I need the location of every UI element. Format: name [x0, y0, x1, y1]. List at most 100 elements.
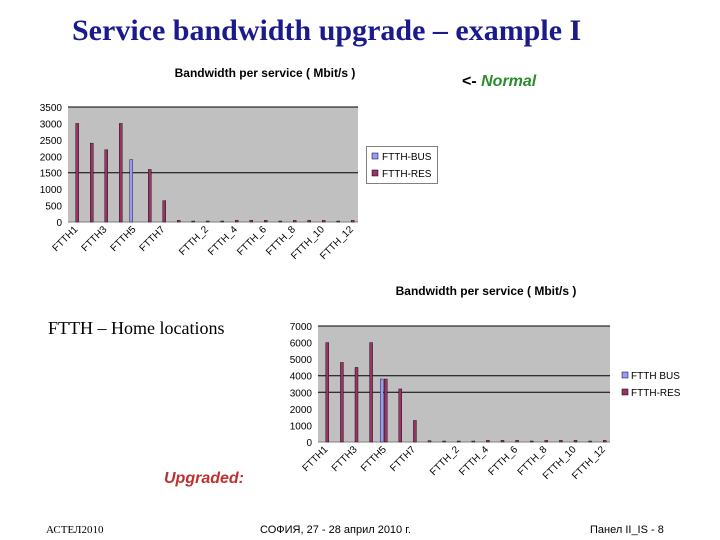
bar-ftth-res-0 [325, 342, 329, 443]
bar-ftth-res-2 [104, 149, 108, 223]
x-tick-label: FTTH5 [109, 224, 139, 254]
bar-ftth-res-18 [588, 440, 592, 443]
y-tick-label: 0 [56, 218, 62, 229]
bar-ftth-res-17 [322, 220, 326, 223]
chart-upgraded: Bandwidth per service ( Mbit/s ) 0 1000 20… [290, 284, 610, 482]
upgraded-label: Upgraded: [164, 470, 244, 487]
bar-ftth-res-4 [383, 378, 388, 443]
bar-ftth-res-12 [249, 220, 253, 223]
x-tick-label: FTTH_6 [487, 444, 521, 478]
plot-area [318, 326, 610, 442]
y-tick-label: 5000 [290, 355, 313, 366]
bar-ftth-res-19 [351, 220, 355, 223]
bar-ftth-bus-4 [129, 159, 133, 223]
y-tick-label: 3000 [290, 388, 313, 399]
legend-normal: FTTH-BUS FTTH-RES [366, 146, 438, 184]
bar-ftth-res-10 [471, 440, 476, 443]
normal-note: <- Normal [462, 73, 536, 91]
legend-swatch-res [371, 169, 379, 177]
legend-upgraded: FTTH BUS FTTH-RES [621, 371, 681, 399]
bar-ftth-res-11 [486, 440, 490, 443]
normal-arrow: <- [462, 73, 477, 90]
y-tick-label: 3500 [40, 103, 63, 114]
bar-ftth-res-12 [500, 440, 505, 443]
bar-ftth-res-16 [307, 220, 311, 223]
x-tick-label: FTTH_4 [457, 444, 491, 478]
legend-swatch-bus [621, 371, 629, 379]
bar-ftth-res-13 [264, 220, 268, 223]
slide-title: Service bandwidth upgrade – example I [72, 14, 582, 47]
legend-label-bus: FTTH BUS [631, 371, 680, 382]
x-tick-label: FTTH_6 [235, 224, 269, 258]
x-axis-ticks: FTTH1 FTTH3 FTTH5 FTTH7 FTTH_2FTTH_4FTTH_6FT… [51, 224, 357, 262]
bar-ftth-res-15 [544, 440, 548, 443]
bar-ftth-res-6 [413, 420, 417, 443]
y-tick-label: 7000 [290, 322, 313, 333]
y-tick-label: 6000 [290, 339, 313, 350]
footer-right: Панел II_IS - 8 [590, 524, 664, 536]
x-tick-label: FTTH5 [359, 444, 389, 474]
x-tick-label: FTTH7 [138, 224, 168, 254]
bar-ftth-res-0 [75, 123, 79, 223]
bar-ftth-res-7 [427, 440, 432, 443]
bar-ftth-res-18 [336, 220, 340, 223]
bar-ftth-res-16 [559, 440, 563, 443]
y-tick-label: 1000 [290, 421, 313, 432]
x-axis-ticks: FTTH1 FTTH3 FTTH5 FTTH7 FTTH_2FTTH_4FTTH_6FT… [301, 444, 608, 482]
bar-ftth-res-3 [119, 123, 123, 223]
bar-ftth-res-9 [206, 220, 210, 223]
bar-ftth-res-9 [456, 440, 461, 443]
y-tick-label: 2500 [40, 136, 63, 147]
bar-ftth-res-19 [603, 440, 607, 443]
bar-ftth-res-7 [177, 220, 181, 223]
x-tick-label: FTTH_2 [428, 444, 462, 478]
y-tick-label: 1000 [40, 185, 63, 196]
bar-ftth-res-3 [369, 342, 373, 443]
legend-label-bus: FTTH-BUS [382, 152, 432, 163]
legend-label-res: FTTH-RES [631, 388, 681, 399]
y-tick-label: 4000 [290, 372, 313, 383]
y-tick-label: 1500 [40, 169, 63, 180]
home-locations-label: FTTH – Home locations [48, 318, 225, 338]
bar-ftth-res-1 [90, 142, 94, 223]
bar-ftth-res-11 [235, 220, 239, 223]
y-tick-label: 2000 [290, 405, 313, 416]
bar-ftth-res-14 [529, 440, 534, 443]
bar-ftth-res-8 [191, 220, 195, 223]
chart-normal: Bandwidth per service ( Mbit/s ) 0 500 100… [40, 66, 358, 262]
chart-title: Bandwidth per service ( Mbit/s ) [175, 66, 356, 80]
bar-ftth-res-8 [442, 440, 446, 443]
legend-label-res: FTTH-RES [382, 169, 432, 180]
bar-ftth-res-1 [340, 362, 344, 443]
chart-title: Bandwidth per service ( Mbit/s ) [396, 284, 577, 298]
y-tick-label: 3000 [40, 119, 63, 130]
bar-ftth-res-15 [293, 220, 297, 223]
bar-ftth-res-13 [515, 440, 519, 443]
y-axis-ticks: 0 1000 2000 3000 4000 5000 6000 7000 [290, 322, 313, 449]
y-tick-label: 2000 [40, 152, 63, 163]
bar-ftth-bus-4 [379, 378, 384, 443]
x-tick-label: FTTH7 [388, 444, 418, 474]
x-tick-label: FTTH_2 [177, 224, 211, 258]
bar-ftth-res-2 [354, 367, 359, 443]
legend-swatch-bus [371, 152, 379, 160]
x-tick-label: FTTH1 [301, 444, 331, 474]
bar-ftth-res-5 [398, 388, 403, 443]
plot-area [68, 107, 358, 222]
normal-label: Normal [481, 73, 537, 90]
bars [325, 342, 607, 443]
bar-ftth-res-17 [573, 440, 578, 443]
footer-left: АСТЕЛ2010 [46, 524, 104, 536]
bar-ftth-res-6 [162, 200, 166, 223]
bar-ftth-res-14 [278, 220, 282, 223]
legend-box [366, 146, 438, 184]
bar-ftth-res-5 [148, 169, 152, 223]
x-tick-label: FTTH3 [80, 224, 110, 254]
y-tick-label: 500 [45, 202, 62, 213]
x-tick-label: FTTH3 [330, 444, 360, 474]
y-axis-ticks: 0 500 1000 1500 2000 2500 3000 3500 [40, 103, 63, 229]
y-tick-label: 0 [306, 438, 312, 449]
bars [75, 123, 355, 223]
footer-center: СОФИЯ, 27 - 28 април 2010 г. [260, 524, 411, 536]
x-tick-label: FTTH_4 [206, 224, 240, 258]
